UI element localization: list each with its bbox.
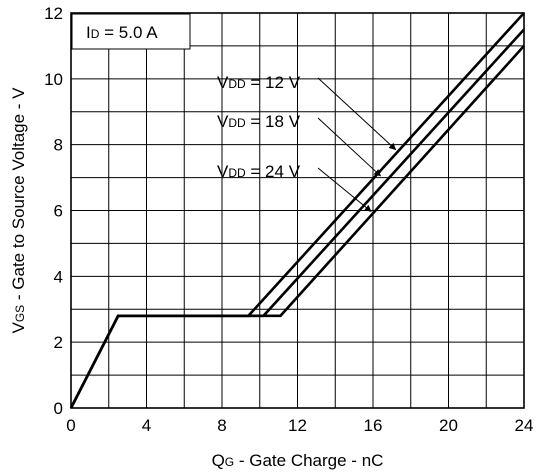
- series-label-2: VDD = 18 V: [217, 112, 301, 131]
- condition-box-bg: [71, 13, 191, 50]
- series-label-arrow-3: [317, 167, 372, 212]
- y-tick-label: 8: [54, 136, 63, 155]
- series-label-arrow-2: [317, 117, 382, 177]
- y-tick-label: 12: [44, 4, 63, 23]
- series-line-3: [69, 45, 525, 409]
- y-axis-title: VGS - Gate to Source Voltage - V: [9, 87, 28, 334]
- series-label-arrow-1: [317, 77, 397, 151]
- condition-label: ID = 5.0 A: [86, 23, 158, 42]
- y-tick-label: 6: [54, 202, 63, 221]
- y-tick-label: 0: [54, 399, 63, 418]
- series-label-3: VDD = 24 V: [217, 162, 301, 181]
- x-tick-label: 4: [142, 416, 151, 435]
- x-axis-label: QG - Gate Charge - nC: [212, 451, 384, 470]
- x-tick-label: 16: [364, 416, 383, 435]
- x-tick-label: 0: [66, 416, 75, 435]
- x-tick-label: 24: [515, 416, 534, 435]
- plot-frame: [70, 12, 525, 409]
- series-label-1: VDD = 12 V: [217, 73, 301, 92]
- y-tick-labels: 0 2 4 6 8 10 12: [44, 4, 63, 418]
- x-tick-label: 20: [439, 416, 458, 435]
- condition-box: ID = 5.0 A: [71, 13, 191, 50]
- y-tick-label: 4: [54, 267, 63, 286]
- x-tick-label: 8: [217, 416, 226, 435]
- x-tick-label: 12: [288, 416, 307, 435]
- y-tick-label: 10: [44, 70, 63, 89]
- grid: [71, 13, 524, 408]
- series-lines: [69, 12, 525, 409]
- y-axis-label: VGS - Gate to Source Voltage - V: [9, 87, 28, 334]
- x-tick-labels: 0 4 8 12 16 20 24: [66, 416, 533, 435]
- plot-border: [70, 12, 525, 409]
- x-axis-title: QG - Gate Charge - nC: [212, 451, 384, 470]
- annotations: VDD = 12 V VDD = 18 V VDD = 24 V: [217, 73, 397, 212]
- y-tick-label: 2: [54, 333, 63, 352]
